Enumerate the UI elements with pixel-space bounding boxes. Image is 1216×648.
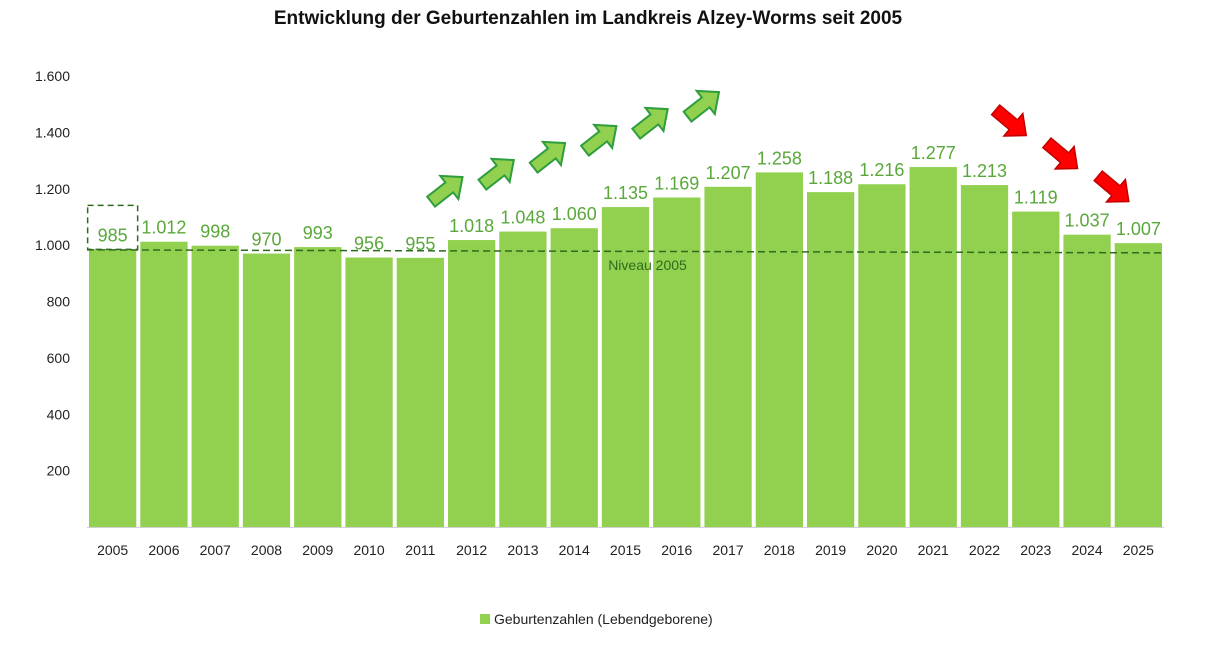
bar-2009 [294,247,342,527]
data-label-2017: 1.207 [706,163,751,183]
data-labels: 985 1.012 998 970 993 956 955 1.018 1.048 1.060 1.… [86,143,1161,254]
down-arrow-2023 [1041,136,1079,170]
bar-2015 [601,207,650,527]
bar-2020 [858,184,906,528]
x-tick-label: 2016 [661,542,692,558]
up-arrow-2014 [579,123,618,158]
bars [89,167,1162,528]
bar-2025 [1114,243,1162,528]
down-arrow-2022 [990,103,1028,137]
data-label-2007: 998 [200,222,230,242]
bar-2005 [89,249,137,527]
y-tick-label: 1.600 [35,68,70,84]
bar-2013 [499,231,547,527]
up-arrow-2011 [425,174,464,209]
bar-2021 [909,167,957,527]
bar-2014 [550,228,598,527]
data-label-2025: 1.007 [1116,219,1161,239]
legend-swatch [480,614,490,624]
x-tick-label: 2017 [712,542,743,558]
bar-2008 [242,253,291,528]
x-tick-label: 2013 [507,542,538,558]
x-tick-label: 2025 [1123,542,1154,558]
bar-2019 [807,192,855,527]
x-tick-label: 2020 [866,542,897,558]
bar-2018 [755,172,803,527]
data-label-2019: 1.188 [808,168,853,188]
data-label-2015: 1.135 [603,183,648,203]
bar-2017 [704,186,752,528]
x-tick-label: 2023 [1020,542,1051,558]
data-label-2010: 956 [354,234,384,254]
x-tick-label: 2019 [815,542,846,558]
x-tick-label: 2018 [764,542,795,558]
bar-2012 [448,240,496,527]
x-tick-label: 2022 [969,542,1000,558]
x-tick-label: 2010 [353,542,384,558]
y-tick-label: 1.000 [35,237,70,253]
y-tick-label: 800 [47,294,71,310]
x-tick-label: 2006 [148,542,179,558]
data-label-2006: 1.012 [141,218,186,238]
bar-2024 [1063,234,1111,527]
reference-line-label: Niveau 2005 [608,257,687,273]
y-tick-label: 600 [47,350,71,366]
x-tick-label: 2015 [610,542,641,558]
data-label-2012: 1.018 [449,216,494,236]
data-label-2014: 1.060 [552,204,597,224]
legend-label: Geburtenzahlen (Lebendgeborene) [494,611,713,627]
highlight-box [86,204,139,251]
bar-2023 [1012,211,1060,527]
data-label-2008: 970 [251,230,281,250]
x-tick-label: 2009 [302,542,333,558]
y-axis: 200 400 600 800 1.000 1.200 1.400 1.600 [35,68,70,479]
up-arrow-2012 [477,157,516,192]
bar-2006 [140,241,188,527]
down-arrow-2024 [1093,169,1130,203]
up-arrow-2016 [682,89,721,124]
x-tick-label: 2005 [97,542,128,558]
up-arrow-2013 [528,140,567,175]
x-tick-label: 2011 [405,542,435,558]
bar-2010 [345,257,393,527]
bar-2007 [191,245,239,527]
y-tick-label: 400 [47,406,71,422]
reference-line-group: Niveau 2005 [86,249,1165,273]
legend: Geburtenzahlen (Lebendgeborene) [480,611,713,627]
data-label-2022: 1.213 [962,161,1007,181]
trend-arrows [425,89,1130,209]
data-label-2016: 1.169 [654,173,699,193]
data-label-2023: 1.119 [1014,188,1058,208]
up-arrow-2015 [630,106,669,141]
y-tick-label: 200 [47,463,71,479]
reference-line [86,249,1165,254]
x-tick-label: 2012 [456,542,487,558]
data-label-2005: 985 [98,225,128,245]
data-label-2024: 1.037 [1065,211,1110,231]
data-label-2021: 1.277 [911,143,956,163]
bar-2011 [396,257,444,527]
x-tick-label: 2008 [251,542,282,558]
data-label-2009: 993 [303,223,333,243]
y-tick-label: 1.200 [35,181,70,197]
x-tick-label: 2021 [918,542,949,558]
bar-2016 [653,197,701,527]
y-tick-label: 1.400 [35,124,70,140]
data-label-2013: 1.048 [500,208,545,228]
x-axis: 2005 2006 2007 2008 2009 2010 2011 2012 2013 2014… [87,527,1164,558]
chart-title: Entwicklung der Geburtenzahlen im Landkr… [273,8,903,29]
x-tick-label: 2007 [200,542,231,558]
data-label-2018: 1.258 [757,148,802,168]
x-tick-label: 2014 [559,542,590,558]
bar-2022 [960,185,1009,527]
x-tick-label: 2024 [1071,542,1102,558]
data-label-2011: 955 [405,234,435,254]
data-label-2020: 1.216 [859,160,904,180]
